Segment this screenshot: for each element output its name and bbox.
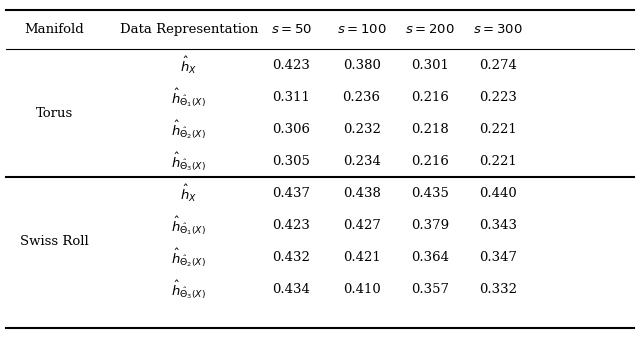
Text: 0.379: 0.379 [411, 219, 449, 232]
Text: Manifold: Manifold [24, 23, 84, 36]
Text: $\hat{h}_X$: $\hat{h}_X$ [180, 54, 197, 76]
Text: Swiss Roll: Swiss Roll [20, 235, 89, 248]
Text: $\hat{h}_X$: $\hat{h}_X$ [180, 183, 197, 204]
Text: 0.421: 0.421 [343, 251, 380, 264]
Text: 0.380: 0.380 [342, 58, 381, 72]
Text: 0.221: 0.221 [479, 155, 516, 168]
Text: 0.311: 0.311 [272, 91, 310, 104]
Text: 0.364: 0.364 [411, 251, 449, 264]
Text: $\hat{h}_{\hat{\Theta}_2(X)}$: $\hat{h}_{\hat{\Theta}_2(X)}$ [172, 246, 206, 269]
Text: $s=300$: $s=300$ [473, 23, 523, 36]
Text: 0.216: 0.216 [411, 91, 449, 104]
Text: 0.437: 0.437 [272, 187, 310, 200]
Text: 0.218: 0.218 [412, 123, 449, 136]
Text: 0.423: 0.423 [272, 58, 310, 72]
Text: $\hat{h}_{\hat{\Theta}_1(X)}$: $\hat{h}_{\hat{\Theta}_1(X)}$ [172, 86, 206, 108]
Text: 0.438: 0.438 [342, 187, 381, 200]
Text: $\hat{h}_{\hat{\Theta}_1(X)}$: $\hat{h}_{\hat{\Theta}_1(X)}$ [172, 214, 206, 237]
Text: 0.301: 0.301 [411, 58, 449, 72]
Text: 0.432: 0.432 [272, 251, 310, 264]
Text: 0.223: 0.223 [479, 91, 517, 104]
Text: $\hat{h}_{\hat{\Theta}_2(X)}$: $\hat{h}_{\hat{\Theta}_2(X)}$ [172, 118, 206, 141]
Text: $s=200$: $s=200$ [405, 23, 455, 36]
Text: $\hat{h}_{\hat{\Theta}_3(X)}$: $\hat{h}_{\hat{\Theta}_3(X)}$ [172, 150, 206, 173]
Text: 0.274: 0.274 [479, 58, 517, 72]
Text: Data Representation: Data Representation [120, 23, 258, 36]
Text: 0.440: 0.440 [479, 187, 516, 200]
Text: 0.216: 0.216 [411, 155, 449, 168]
Text: $s=50$: $s=50$ [271, 23, 312, 36]
Text: $\hat{h}_{\hat{\Theta}_3(X)}$: $\hat{h}_{\hat{\Theta}_3(X)}$ [172, 279, 206, 301]
Text: 0.236: 0.236 [342, 91, 381, 104]
Text: 0.435: 0.435 [411, 187, 449, 200]
Text: Torus: Torus [36, 107, 73, 120]
Text: 0.343: 0.343 [479, 219, 517, 232]
Text: 0.434: 0.434 [272, 283, 310, 296]
Text: $s=100$: $s=100$ [337, 23, 387, 36]
Text: 0.423: 0.423 [272, 219, 310, 232]
Text: 0.232: 0.232 [342, 123, 381, 136]
Text: 0.306: 0.306 [272, 123, 310, 136]
Text: 0.305: 0.305 [272, 155, 310, 168]
Text: 0.221: 0.221 [479, 123, 516, 136]
Text: 0.357: 0.357 [411, 283, 449, 296]
Text: 0.410: 0.410 [343, 283, 380, 296]
Text: 0.347: 0.347 [479, 251, 517, 264]
Text: 0.427: 0.427 [342, 219, 381, 232]
Text: 0.332: 0.332 [479, 283, 517, 296]
Text: 0.234: 0.234 [342, 155, 381, 168]
